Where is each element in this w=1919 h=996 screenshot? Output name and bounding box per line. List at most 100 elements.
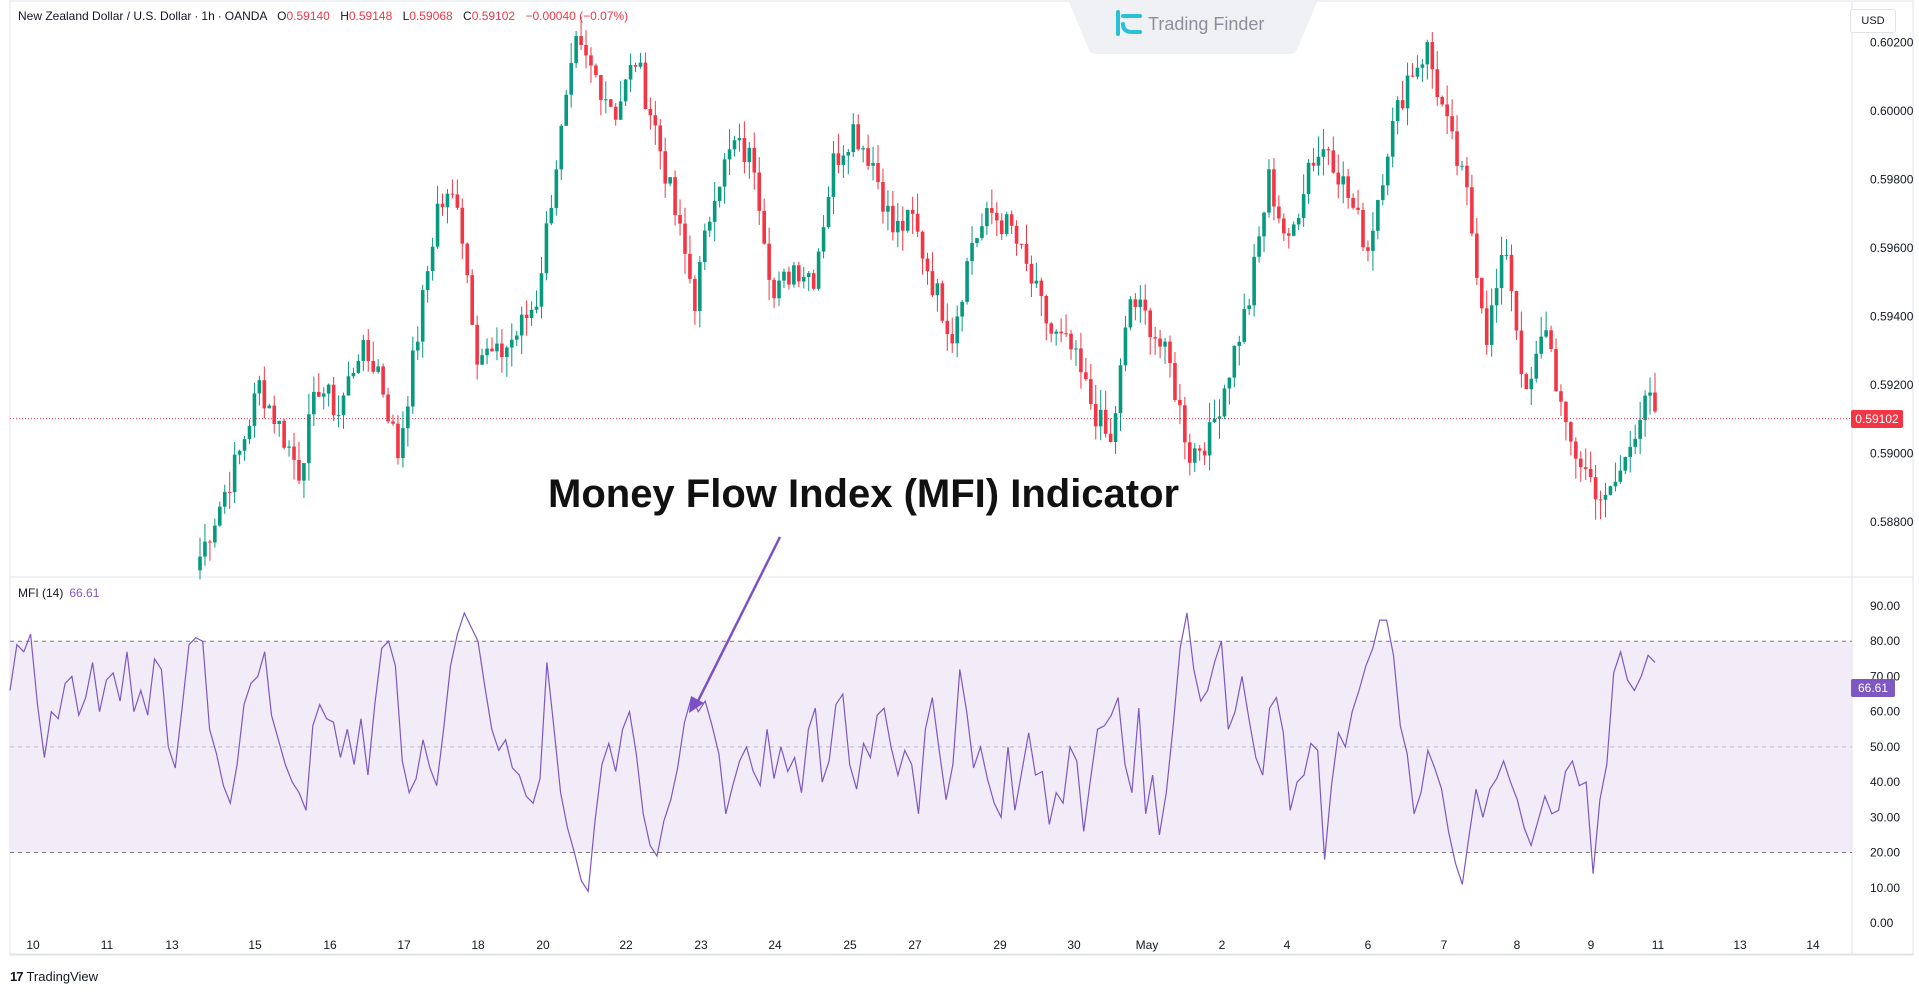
candle bbox=[411, 336, 415, 414]
candle bbox=[1192, 443, 1197, 472]
time-tick-label: 14 bbox=[1806, 938, 1820, 952]
price-tick-label: 0.59600 bbox=[1870, 241, 1914, 255]
candle bbox=[297, 441, 301, 485]
candle bbox=[341, 392, 346, 429]
candle bbox=[376, 359, 380, 374]
candle bbox=[1044, 294, 1049, 341]
candle bbox=[747, 141, 752, 179]
candle bbox=[663, 137, 668, 199]
price-candles bbox=[198, 16, 1657, 580]
interval-label[interactable]: 1h bbox=[201, 9, 215, 23]
candle bbox=[346, 361, 351, 396]
candle bbox=[712, 181, 717, 242]
time-tick-label: 4 bbox=[1284, 938, 1291, 952]
candle bbox=[312, 376, 316, 427]
candle bbox=[935, 278, 940, 312]
candle bbox=[1400, 80, 1405, 111]
candle bbox=[1633, 424, 1638, 455]
candle bbox=[782, 268, 786, 288]
candle bbox=[539, 256, 544, 319]
candle bbox=[787, 266, 791, 290]
candle bbox=[351, 367, 356, 379]
candle bbox=[876, 145, 880, 190]
candle bbox=[1024, 224, 1029, 272]
candle bbox=[1648, 377, 1652, 415]
mfi-legend[interactable]: MFI (14) 66.61 bbox=[18, 586, 99, 600]
candle bbox=[905, 209, 910, 233]
candle bbox=[307, 393, 311, 481]
candle bbox=[970, 226, 974, 275]
symbol-name[interactable]: New Zealand Dollar / U.S. Dollar bbox=[18, 9, 192, 23]
candle bbox=[505, 345, 509, 377]
chart-border bbox=[9, 0, 1914, 956]
candle bbox=[990, 189, 994, 225]
price-tick-label: 0.59200 bbox=[1870, 378, 1914, 392]
annotation-arrow bbox=[689, 536, 782, 713]
candle bbox=[965, 257, 969, 305]
mfi-tick-label: 90.00 bbox=[1870, 599, 1900, 613]
candle bbox=[579, 16, 583, 50]
candle bbox=[801, 266, 806, 289]
candle bbox=[1138, 284, 1143, 323]
candle bbox=[767, 227, 771, 301]
candle bbox=[524, 300, 529, 336]
time-tick-label: 29 bbox=[993, 938, 1007, 952]
candle bbox=[1578, 451, 1583, 482]
candle bbox=[1623, 456, 1628, 475]
tradingview-logo[interactable]: 17 TradingView bbox=[10, 969, 98, 984]
candle bbox=[554, 160, 559, 216]
candle bbox=[1113, 406, 1118, 454]
candle bbox=[1098, 389, 1103, 441]
time-axis[interactable]: 10 11 13 15 16 17 18 20 22 23 24 25 27 29 30 May 2 4 6 7 8 9 1… bbox=[26, 938, 1820, 952]
tradingview-logo-icon: 17 bbox=[10, 969, 24, 984]
candle bbox=[1509, 244, 1514, 312]
current-price-tag: 0.59102 bbox=[1851, 409, 1903, 428]
candle bbox=[1613, 462, 1618, 492]
candle bbox=[1089, 364, 1093, 410]
time-tick-label: 22 bbox=[619, 938, 633, 952]
candle bbox=[1381, 174, 1385, 206]
candle bbox=[356, 354, 361, 375]
candle bbox=[1638, 401, 1642, 455]
currency-selector[interactable]: USD bbox=[1850, 9, 1896, 33]
symbol-header[interactable]: New Zealand Dollar / U.S. Dollar · 1h · OAND… bbox=[18, 9, 629, 23]
candle bbox=[1267, 159, 1271, 218]
candle bbox=[871, 146, 875, 181]
candle bbox=[450, 179, 455, 199]
mfi-axis[interactable]: 90.0080.0070.0060.0050.0040.0030.0020.00… bbox=[1870, 599, 1900, 930]
candle bbox=[247, 419, 252, 445]
candle bbox=[564, 89, 569, 126]
candle bbox=[1514, 290, 1519, 341]
candle bbox=[336, 395, 341, 428]
candle bbox=[381, 363, 385, 398]
candle bbox=[282, 418, 286, 450]
candle bbox=[490, 337, 494, 352]
candle bbox=[1628, 430, 1633, 473]
candle bbox=[1301, 174, 1306, 228]
candle bbox=[584, 30, 588, 69]
candle bbox=[430, 237, 435, 281]
candle bbox=[1326, 146, 1331, 166]
candle bbox=[1237, 335, 1242, 366]
candle bbox=[1455, 115, 1459, 176]
low-value: 0.59068 bbox=[409, 9, 453, 23]
time-tick-label: May bbox=[1136, 938, 1159, 952]
candle bbox=[1475, 218, 1479, 286]
candle bbox=[594, 63, 598, 78]
annotation-arrow-shaft bbox=[693, 536, 782, 708]
candle bbox=[633, 62, 638, 72]
price-tick-label: 0.59000 bbox=[1870, 447, 1914, 461]
candle bbox=[702, 223, 707, 271]
candle bbox=[900, 206, 905, 251]
price-axis[interactable]: 0.60200 0.60000 0.59800 0.59600 0.59400 0.592… bbox=[1870, 35, 1914, 529]
tradingview-text: TradingView bbox=[26, 969, 99, 984]
candle bbox=[1544, 311, 1548, 339]
candle bbox=[485, 338, 489, 365]
candle bbox=[1153, 326, 1157, 355]
candle bbox=[797, 261, 801, 288]
candle bbox=[623, 79, 628, 107]
candle bbox=[1282, 213, 1286, 242]
mfi-tick-label: 30.00 bbox=[1870, 810, 1900, 824]
candle bbox=[1460, 160, 1464, 171]
